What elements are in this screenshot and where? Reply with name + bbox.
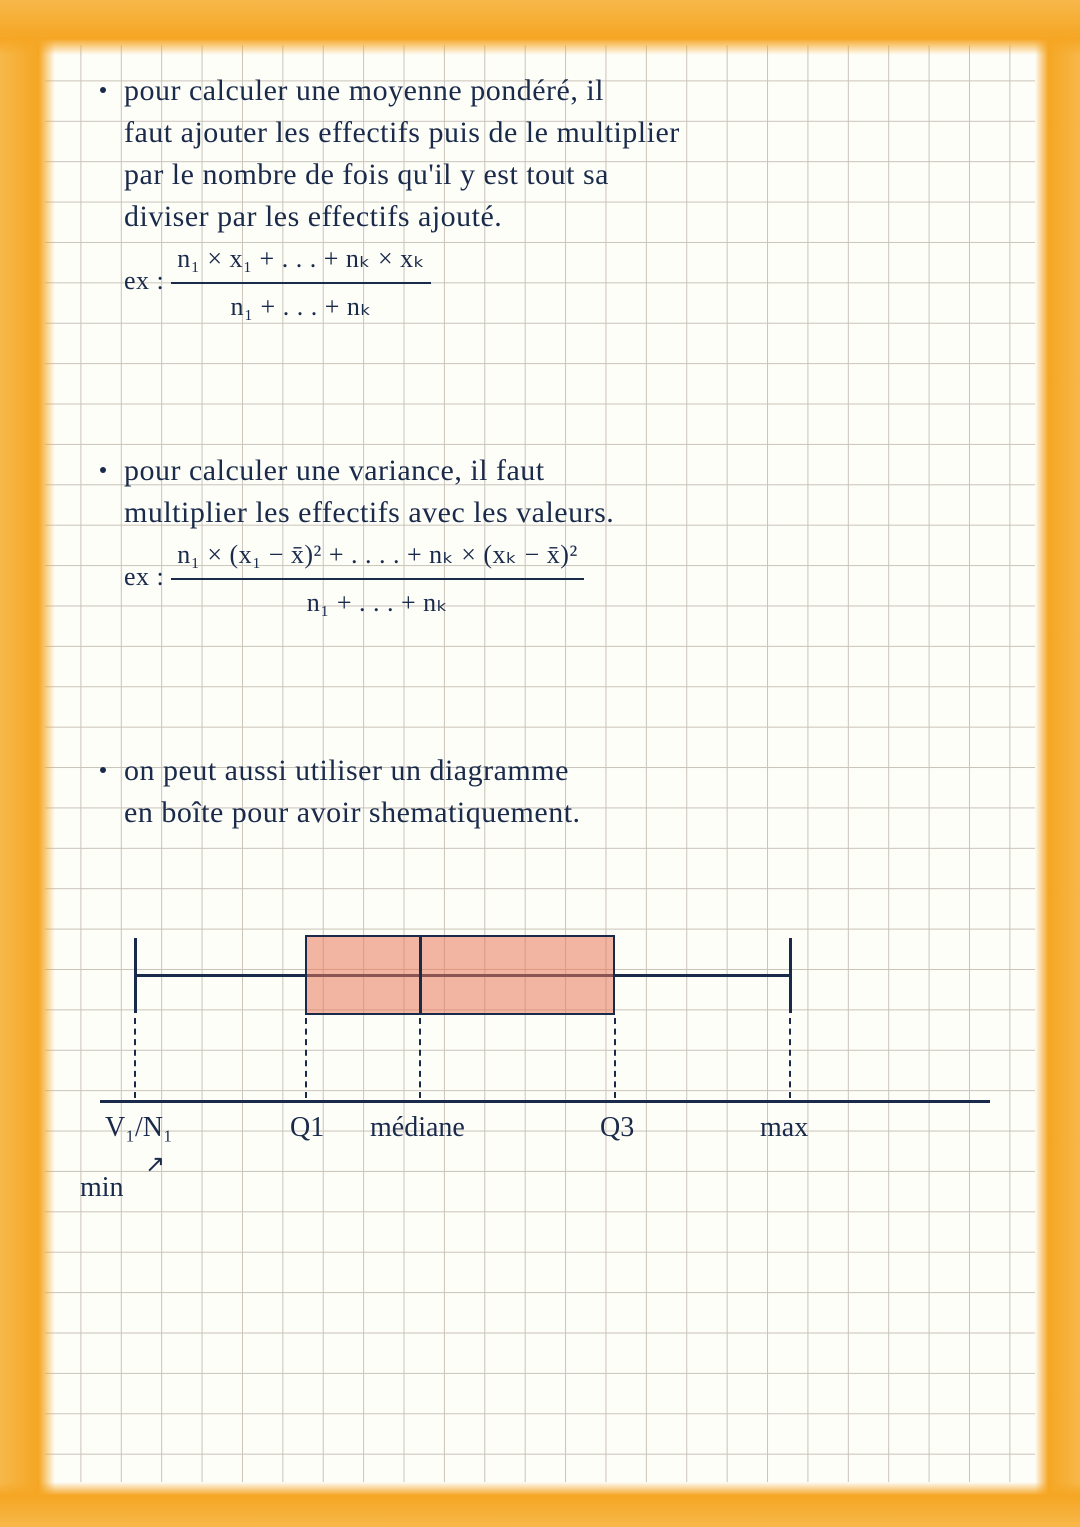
- bullet-2-formula: ex : n₁ × (x₁ − x̄)² + . . . . + nₖ × (x…: [124, 562, 584, 591]
- boxplot-min-cap: [134, 938, 137, 1013]
- boxplot-dash-min: [134, 1018, 136, 1098]
- boxplot-label-min-sub: min: [80, 1172, 124, 1204]
- bullet-2: pour calculer une variance, il faut mult…: [100, 450, 1030, 624]
- boxplot-label-min: V₁/N₁: [105, 1112, 173, 1144]
- ex-label-2: ex :: [124, 562, 164, 591]
- boxplot-median-line: [419, 935, 422, 1015]
- bullet-1-line-3: par le nombre de fois qu'il y est tout s…: [124, 158, 609, 191]
- boxplot-axis: [100, 1100, 990, 1103]
- bullet-dot-icon: [100, 467, 106, 473]
- formula-1-denominator: n₁ + . . . + nₖ: [171, 284, 431, 328]
- bullet-dot-icon: [100, 767, 106, 773]
- boxplot-box: [305, 935, 615, 1015]
- boxplot-dash-median: [419, 1018, 421, 1098]
- bullet-2-line-2: multiplier les effectifs avec les valeur…: [124, 496, 614, 529]
- formula-1-numerator: n₁ × x₁ + . . . + nₖ × xₖ: [171, 238, 431, 284]
- boxplot-dash-max: [789, 1018, 791, 1098]
- bullet-1-line-2: faut ajouter les effectifs puis de le mu…: [124, 116, 680, 149]
- bullet-2-line-1: pour calculer une variance, il faut: [124, 454, 545, 487]
- bullet-1: pour calculer une moyenne pondéré, il fa…: [100, 70, 1030, 328]
- boxplot-label-q3: Q3: [600, 1112, 634, 1144]
- ex-label-1: ex :: [124, 266, 164, 295]
- page-content: pour calculer une moyenne pondéré, il fa…: [0, 0, 1080, 1527]
- boxplot-dash-q1: [305, 1018, 307, 1098]
- bullet-1-formula: ex : n₁ × x₁ + . . . + nₖ × xₖ n₁ + . . …: [124, 266, 431, 295]
- boxplot-min-arrow-icon: ↗: [145, 1150, 165, 1179]
- boxplot-label-max: max: [760, 1112, 808, 1144]
- bullet-3-line-2: en boîte pour avoir shematiquement.: [124, 796, 581, 829]
- boxplot-max-cap: [789, 938, 792, 1013]
- bullet-1-line-1: pour calculer une moyenne pondéré, il: [124, 74, 604, 107]
- boxplot-label-q1: Q1: [290, 1112, 324, 1144]
- bullet-3-line-1: on peut aussi utiliser un diagramme: [124, 754, 569, 787]
- boxplot-label-median: médiane: [370, 1112, 465, 1144]
- bullet-3: on peut aussi utiliser un diagramme en b…: [100, 750, 1030, 834]
- formula-2-denominator: n₁ + . . . + nₖ: [171, 580, 583, 624]
- boxplot-dash-q3: [614, 1018, 616, 1098]
- formula-2-numerator: n₁ × (x₁ − x̄)² + . . . . + nₖ × (xₖ − x…: [171, 534, 583, 580]
- notebook-page: pour calculer une moyenne pondéré, il fa…: [0, 0, 1080, 1527]
- bullet-dot-icon: [100, 87, 106, 93]
- bullet-1-line-4: diviser par les effectifs ajouté.: [124, 200, 502, 233]
